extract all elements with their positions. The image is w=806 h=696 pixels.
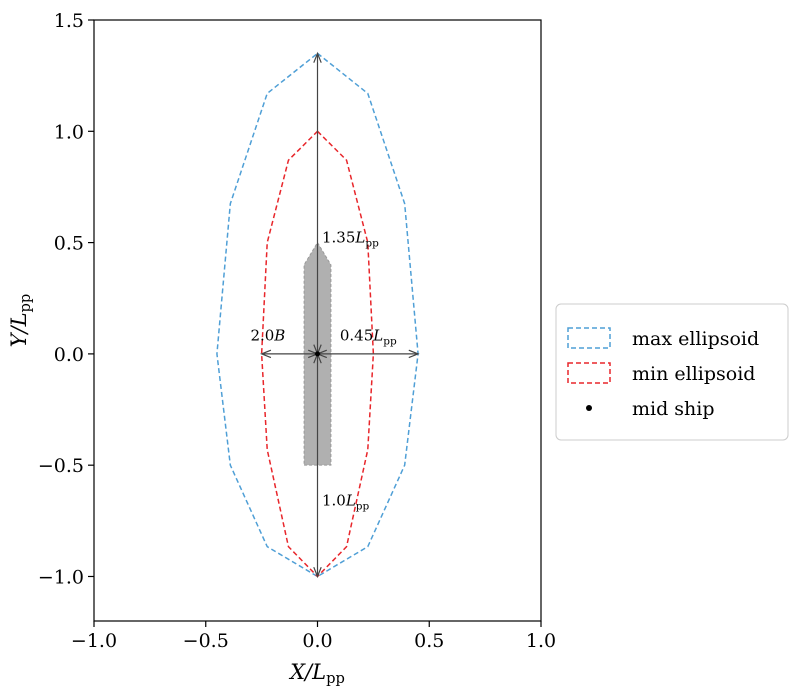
point-layer (315, 351, 320, 357)
x-tick-label: −0.5 (183, 630, 229, 652)
dimension-arrow-head (408, 349, 420, 359)
y-tick-label: 0.0 (54, 344, 84, 366)
legend: max ellipsoid min ellipsoid mid ship (555, 303, 789, 441)
legend-label: mid ship (632, 398, 715, 420)
legend-box (555, 303, 789, 441)
y-tick-label: 1.0 (54, 121, 84, 143)
y-axis-label: Y/Lpp (7, 294, 34, 348)
annotation-label: 1.0Lpp (322, 491, 370, 512)
y-tick-label: 1.5 (54, 10, 84, 32)
series-line-max-ellipsoid (216, 52, 419, 578)
legend-label: max ellipsoid (632, 328, 759, 350)
x-tick-label: 1.0 (526, 630, 556, 652)
series-point-mid-ship (315, 351, 320, 357)
annotation-layer: 1.35Lpp 2.0B 0.45Lpp 1.0Lpp (250, 229, 396, 513)
annotation-label: 2.0B (250, 327, 285, 345)
x-axis-title: X/Lpp (288, 660, 345, 687)
dimension-arrow-head (260, 349, 272, 359)
y-tick-label: −0.5 (38, 455, 84, 477)
y-axis-title: Y/Lpp (7, 294, 34, 348)
legend-swatch (586, 405, 592, 411)
legend-swatch (567, 362, 611, 384)
y-tick-label: 0.5 (54, 233, 84, 255)
plot-area: 1.35Lpp 2.0B 0.45Lpp 1.0Lpp (93, 19, 542, 622)
dimension-arrow-head (313, 51, 322, 63)
x-tick-label: 0.0 (302, 630, 332, 652)
legend-label: min ellipsoid (632, 363, 755, 385)
annotation-label: 1.35Lpp (322, 229, 379, 250)
annotation-label: 0.45Lpp (340, 327, 397, 348)
x-tick-label: 0.5 (414, 630, 444, 652)
x-axis-ticks: −1.0 −0.5 0.0 0.5 1.0 (71, 621, 556, 652)
y-tick-label: −1.0 (38, 566, 84, 588)
legend-swatch (567, 327, 611, 349)
x-axis-label: X/Lpp (288, 660, 345, 687)
x-tick-label: −1.0 (71, 630, 117, 652)
y-axis-ticks: −1.0 −0.5 0.0 0.5 1.0 1.5 (38, 10, 94, 588)
dimension-arrow-head (313, 566, 322, 579)
